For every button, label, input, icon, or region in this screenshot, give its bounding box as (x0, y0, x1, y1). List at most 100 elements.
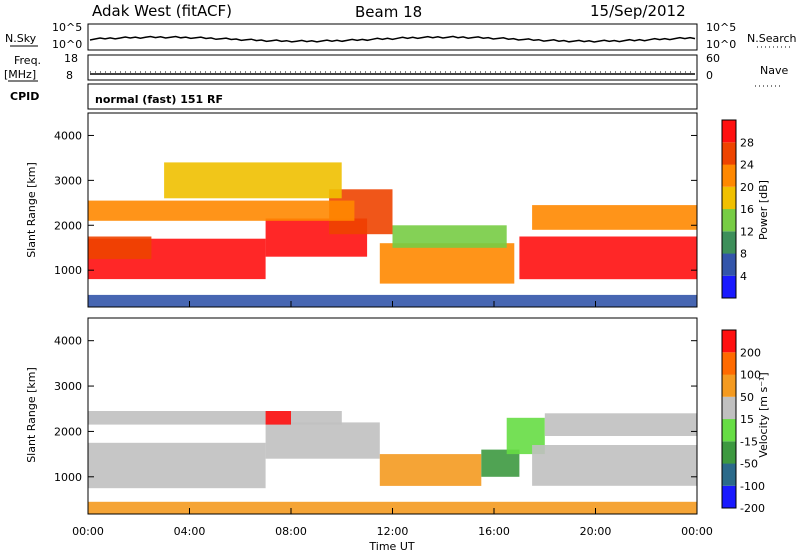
colorbar-tick-label: -100 (740, 480, 765, 493)
y-tick-label: 1000 (54, 264, 82, 277)
power-heatmap (88, 162, 697, 307)
power-region-6 (379, 243, 515, 284)
colorbar-swatch (722, 231, 736, 254)
colorbar-tick-label: 16 (740, 203, 754, 216)
power-region-8 (519, 236, 697, 280)
y-tick-label: 3000 (54, 380, 82, 393)
cpid-strip-frame (87, 83, 698, 110)
nave-tick-top: 60 (706, 52, 720, 65)
colorbar-tick-label: 12 (740, 225, 754, 238)
colorbar-swatch (722, 374, 736, 397)
nsearch-tick-top: 10^5 (706, 21, 736, 34)
velocity-colorbar-label: Velocity [m s⁻¹] (757, 372, 770, 457)
colorbar-tick-label: -50 (740, 458, 758, 471)
velocity-region-2 (88, 411, 342, 425)
nsearch-tick-bottom: 10^0 (706, 38, 736, 51)
colorbar-tick-label: 15 (740, 413, 754, 426)
power-ylabel: Slant Range [km] (25, 162, 38, 258)
nave-tick-bottom: 0 (706, 69, 713, 82)
x-tick-label: 00:00 (681, 525, 713, 538)
freq-tick-top: 18 (64, 52, 78, 65)
colorbar-swatch (722, 186, 736, 210)
velocity-ylabel: Slant Range [km] (25, 367, 38, 463)
colorbar-tick-label: -200 (740, 502, 765, 515)
colorbar-tick-label: 28 (740, 136, 754, 149)
x-tick-label: 16:00 (478, 525, 510, 538)
nsky-strip-frame (87, 23, 698, 51)
freq-unit: [MHz] (4, 68, 36, 81)
power-colorbar: 4 8 12 16 20 24 28 (721, 119, 754, 299)
power-region-10 (88, 294, 697, 307)
colorbar-tick-label: -15 (740, 435, 758, 448)
velocity-region-9 (88, 501, 697, 515)
colorbar-swatch (722, 164, 736, 187)
nsky-tick-top: 10^5 (52, 21, 82, 34)
y-tick-label: 2000 (54, 425, 82, 438)
colorbar-swatch (722, 441, 736, 464)
power-region-9 (532, 205, 697, 230)
colorbar-tick-label: 200 (740, 346, 761, 359)
colorbar-tick-label: 50 (740, 391, 754, 404)
power-region-4 (88, 200, 355, 221)
x-tick-label: 20:00 (580, 525, 612, 538)
freq-label: Freq. (14, 54, 41, 67)
nave-label: Nave (760, 64, 788, 77)
power-region-5 (164, 162, 342, 199)
y-tick-label: 4000 (54, 335, 82, 348)
power-region-1 (88, 236, 152, 259)
colorbar-tick-label: 24 (740, 159, 754, 172)
freq-tick-bottom: 8 (66, 69, 73, 82)
colorbar-swatch (722, 485, 736, 509)
nsky-label: N.Sky (5, 32, 37, 45)
x-tick-label: 08:00 (275, 525, 307, 538)
velocity-region-4 (379, 454, 482, 486)
colorbar-tick-label: 4 (740, 270, 747, 283)
site-title: Adak West (fitACF) (92, 2, 232, 20)
velocity-region-8 (544, 413, 698, 436)
colorbar-tick-label: 20 (740, 181, 754, 194)
y-tick-label: 2000 (54, 219, 82, 232)
cpid-text: normal (fast) 151 RF (95, 93, 223, 106)
colorbar-swatch (722, 209, 736, 232)
velocity-y-ticks: 1000 2000 3000 4000 (54, 335, 697, 484)
velocity-colorbar: 200 100 50 15 -15 -50 -100 -200 (721, 329, 765, 515)
colorbar-frame (721, 329, 737, 509)
beam-title: Beam 18 (355, 3, 422, 21)
x-tick-label: 04:00 (174, 525, 206, 538)
power-region-7 (392, 225, 507, 248)
cpid-label: CPID (10, 90, 39, 103)
y-tick-label: 3000 (54, 174, 82, 187)
velocity-region-7 (532, 445, 697, 486)
velocity-region-3 (265, 411, 291, 425)
velocity-region-5 (481, 449, 520, 477)
power-colorbar-label: Power [dB] (757, 180, 770, 240)
colorbar-swatch (722, 330, 736, 353)
colorbar-swatch (722, 352, 736, 375)
colorbar-swatch (722, 463, 736, 486)
colorbar-swatch (722, 142, 736, 165)
velocity-region-1 (265, 422, 380, 459)
colorbar-frame (721, 119, 737, 299)
colorbar-tick-label: 100 (740, 369, 761, 382)
colorbar-swatch (722, 275, 736, 299)
x-tick-label: 00:00 (72, 525, 104, 538)
freq-strip-frame (87, 54, 698, 81)
date-title: 15/Sep/2012 (590, 2, 686, 20)
y-tick-label: 4000 (54, 129, 82, 142)
y-tick-label: 1000 (54, 471, 82, 484)
velocity-region-0 (88, 442, 266, 489)
colorbar-swatch (722, 396, 736, 420)
colorbar-swatch (722, 253, 736, 276)
nsky-tick-bottom: 10^0 (52, 38, 82, 51)
x-axis-ticks: 00:00 04:00 08:00 12:00 16:00 20:00 00:00 (72, 301, 713, 538)
colorbar-swatch (722, 419, 736, 442)
x-axis-label: Time UT (368, 540, 414, 553)
nsky-trace (89, 35, 696, 43)
colorbar-tick-label: 8 (740, 248, 747, 261)
colorbar-swatch (722, 120, 736, 143)
power-y-ticks: 1000 2000 3000 4000 (54, 129, 697, 277)
x-tick-label: 12:00 (377, 525, 409, 538)
nsearch-label: N.Search (747, 32, 797, 45)
velocity-heatmap (88, 411, 698, 515)
